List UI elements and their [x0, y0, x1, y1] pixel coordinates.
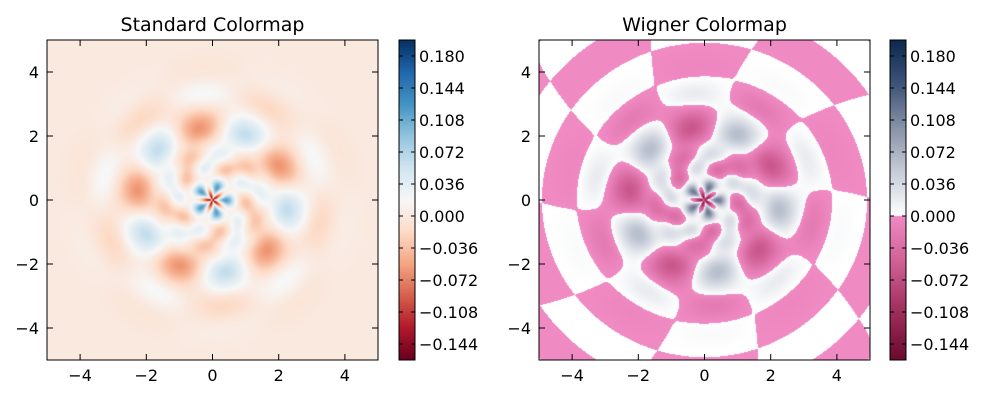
colorbar-tick-label-1: 0.180	[419, 47, 465, 66]
x-tick-label-1: 0	[207, 366, 217, 385]
x-tick-label-2: 4	[832, 366, 842, 385]
y-tick-label-1: 0	[29, 191, 39, 210]
heatmap-image-1	[47, 40, 378, 360]
colorbar-tick-label-2: 0.036	[910, 175, 956, 194]
y-tick-label-2: 2	[521, 127, 531, 146]
x-tick-label-1: 2	[274, 366, 284, 385]
colorbar-tick-label-2: −0.072	[910, 271, 969, 290]
x-tick-label-2: −4	[560, 366, 584, 385]
colorbar-tick-label-1: 0.036	[419, 175, 465, 194]
colorbar-frame-2	[889, 39, 907, 361]
chart-title-2: Wigner Colormap	[622, 14, 787, 36]
colorbar-tick-label-2: −0.108	[910, 303, 969, 322]
colorbar-tick-label-1: −0.108	[419, 303, 478, 322]
colorbar-tick-label-2: 0.180	[910, 47, 956, 66]
chart-title-1: Standard Colormap	[121, 14, 305, 36]
colorbar-tick-label-2: −0.036	[910, 239, 969, 258]
y-tick-label-1: 2	[29, 127, 39, 146]
colorbar-tick-label-1: −0.144	[419, 335, 478, 354]
y-tick-label-2: 4	[521, 63, 531, 82]
x-tick-label-2: 0	[699, 366, 709, 385]
colorbar-tick-label-1: 0.108	[419, 111, 465, 130]
colorbar-tick-label-1: 0.144	[419, 79, 465, 98]
colorbar-tick-label-1: −0.036	[419, 239, 478, 258]
x-tick-label-1: −2	[135, 366, 159, 385]
colorbar-tick-label-2: 0.144	[910, 79, 956, 98]
y-tick-label-2: −2	[507, 255, 531, 274]
colorbar-tick-label-1: 0.072	[419, 143, 465, 162]
x-tick-label-1: −4	[68, 366, 92, 385]
y-tick-label-1: −4	[15, 319, 39, 338]
colorbar-tick-label-1: −0.072	[419, 271, 478, 290]
y-tick-label-1: −2	[15, 255, 39, 274]
colorbar-frame-1	[398, 39, 416, 361]
colorbar-tick-label-2: 0.000	[910, 207, 956, 226]
heatmap-image-2	[539, 40, 870, 360]
colorbar-tick-label-1: 0.000	[419, 207, 465, 226]
colorbar-tick-label-2: −0.144	[910, 335, 969, 354]
x-tick-label-1: 4	[340, 366, 350, 385]
colorbar-tick-label-2: 0.108	[910, 111, 956, 130]
y-tick-label-1: 4	[29, 63, 39, 82]
colorbar-tick-label-2: 0.072	[910, 143, 956, 162]
x-tick-label-2: 2	[766, 366, 776, 385]
y-tick-label-2: −4	[507, 319, 531, 338]
y-tick-label-2: 0	[521, 191, 531, 210]
x-tick-label-2: −2	[627, 366, 651, 385]
